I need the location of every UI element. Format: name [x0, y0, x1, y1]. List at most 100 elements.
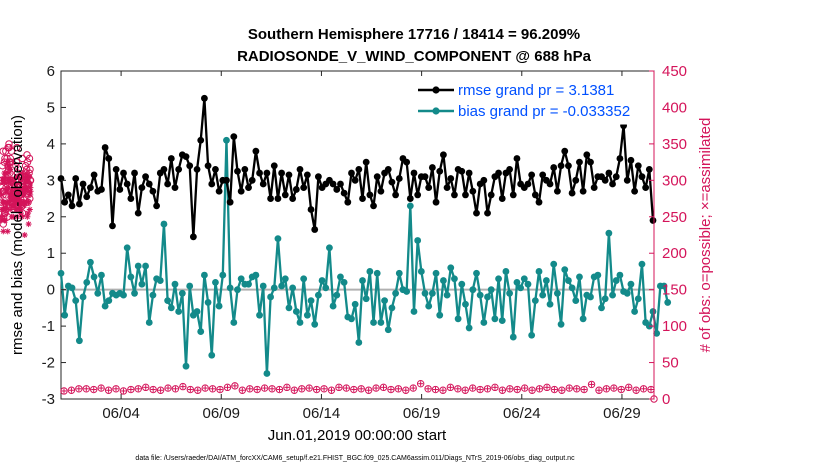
y-tick-right-label: 100: [662, 318, 687, 335]
obs-low-possible-marker: [82, 385, 90, 393]
bias-marker: [447, 264, 455, 272]
rmse-marker: [252, 147, 260, 155]
y-tick-left-label: 2: [47, 209, 55, 226]
bias-marker: [337, 273, 344, 281]
obs-low-possible-marker: [439, 386, 447, 394]
bias-marker: [498, 317, 506, 325]
obs-low-possible-marker: [283, 383, 291, 392]
obs-low-possible-marker: [610, 384, 618, 392]
obs-possible-marker: [12, 158, 21, 166]
obs-low-possible-marker: [446, 383, 455, 392]
rmse-marker: [296, 166, 304, 173]
obs-low-possible-marker: [409, 384, 417, 392]
bias-marker: [565, 277, 572, 284]
obs-low-possible-marker: [127, 385, 135, 394]
rmse-marker: [278, 169, 286, 177]
obs-low-possible-marker: [528, 386, 536, 394]
obs-assimilated-marker: [21, 232, 28, 238]
bias-marker: [638, 260, 646, 268]
y-tick-left-label: -1: [42, 318, 55, 335]
bias-marker: [164, 297, 172, 304]
rmse-marker: [267, 195, 274, 202]
legend-rmse-label: rmse grand pr = 3.1381: [458, 82, 614, 99]
rmse-marker: [340, 189, 348, 197]
rmse-marker: [215, 187, 223, 195]
y-tick-right-label: 300: [662, 172, 687, 189]
obs-possible-marker: [0, 183, 6, 192]
bias-marker: [175, 308, 183, 315]
obs-low-possible-marker: [543, 383, 551, 392]
rmse-marker: [469, 187, 477, 195]
obs-low-possible-marker: [156, 386, 165, 394]
bias-marker: [127, 273, 135, 281]
rmse-marker: [395, 175, 403, 182]
bias-marker: [259, 282, 267, 290]
x-tick-label: 06/29: [603, 405, 641, 422]
obs-possible-marker: [0, 191, 7, 199]
obs-assimilated-marker: [1, 173, 8, 180]
bias-marker: [664, 299, 672, 306]
obs-possible-marker: [26, 165, 34, 174]
bias-marker: [57, 269, 65, 277]
bias-marker: [553, 289, 561, 297]
bias-marker: [417, 268, 425, 275]
rmse-marker: [201, 94, 208, 102]
bias-marker: [278, 282, 286, 290]
bias-marker: [513, 278, 521, 286]
obs-low-possible-marker: [572, 385, 581, 393]
obs-low-possible-marker: [246, 385, 254, 393]
bias-marker: [178, 289, 186, 297]
y-tick-left-label: 3: [47, 172, 55, 189]
rmse-marker: [105, 155, 113, 162]
rmse-marker: [351, 176, 359, 184]
x-tick-label: 06/04: [102, 405, 140, 422]
bias-marker: [311, 320, 319, 328]
legend-rmse-marker: [432, 86, 440, 94]
rmse-marker: [237, 187, 245, 195]
obs-possible-marker: [5, 140, 13, 148]
rmse-marker: [576, 158, 583, 166]
bias-marker: [421, 289, 429, 297]
bias-marker: [263, 370, 271, 377]
rmse-marker: [167, 155, 175, 162]
rmse-marker: [535, 198, 543, 206]
legend: rmse grand pr = 3.1381 bias grand pr = -…: [412, 77, 654, 125]
bias-marker: [535, 268, 543, 275]
rmse-marker: [186, 162, 194, 170]
obs-low-possible-marker: [357, 385, 365, 393]
bias-marker: [576, 273, 583, 281]
obs-possible-marker: [23, 158, 32, 166]
chart-title-line-1: Southern Hemisphere 17716 / 18414 = 96.2…: [248, 26, 580, 43]
bias-marker: [267, 293, 274, 301]
bias-marker: [557, 320, 565, 328]
obs-assimilated-marker: [7, 166, 14, 173]
rmse-marker: [134, 209, 142, 217]
y-tick-right-label: 350: [662, 136, 687, 153]
chart-title-line-2: RADIOSONDE_V_WIND_COMPONENT @ 688 hPa: [237, 48, 592, 65]
y-tick-left-label: -2: [42, 355, 55, 372]
rmse-marker: [138, 184, 146, 192]
rmse-marker: [616, 155, 624, 162]
y-tick-left-label: 4: [47, 136, 55, 153]
bias-marker: [520, 275, 528, 283]
bias-marker: [94, 289, 102, 297]
obs-low-possible-marker: [238, 386, 247, 394]
rmse-marker: [546, 180, 554, 188]
obs-low-possible-marker: [164, 384, 172, 392]
rmse-marker: [123, 180, 131, 188]
rmse-marker: [57, 175, 65, 182]
rmse-marker: [245, 184, 252, 192]
bias-marker: [351, 300, 359, 308]
rmse-marker: [116, 186, 124, 193]
obs-assimilated-marker: [2, 217, 9, 224]
obs-low-possible-marker: [290, 386, 299, 394]
rmse-marker: [90, 171, 98, 179]
rmse-marker: [160, 166, 168, 173]
obs-low-possible-marker: [231, 382, 239, 390]
bias-marker: [609, 291, 616, 299]
obs-low-possible-marker: [431, 385, 440, 394]
bias-marker: [495, 275, 502, 283]
bias-marker: [355, 339, 363, 346]
rmse-marker: [142, 173, 149, 181]
